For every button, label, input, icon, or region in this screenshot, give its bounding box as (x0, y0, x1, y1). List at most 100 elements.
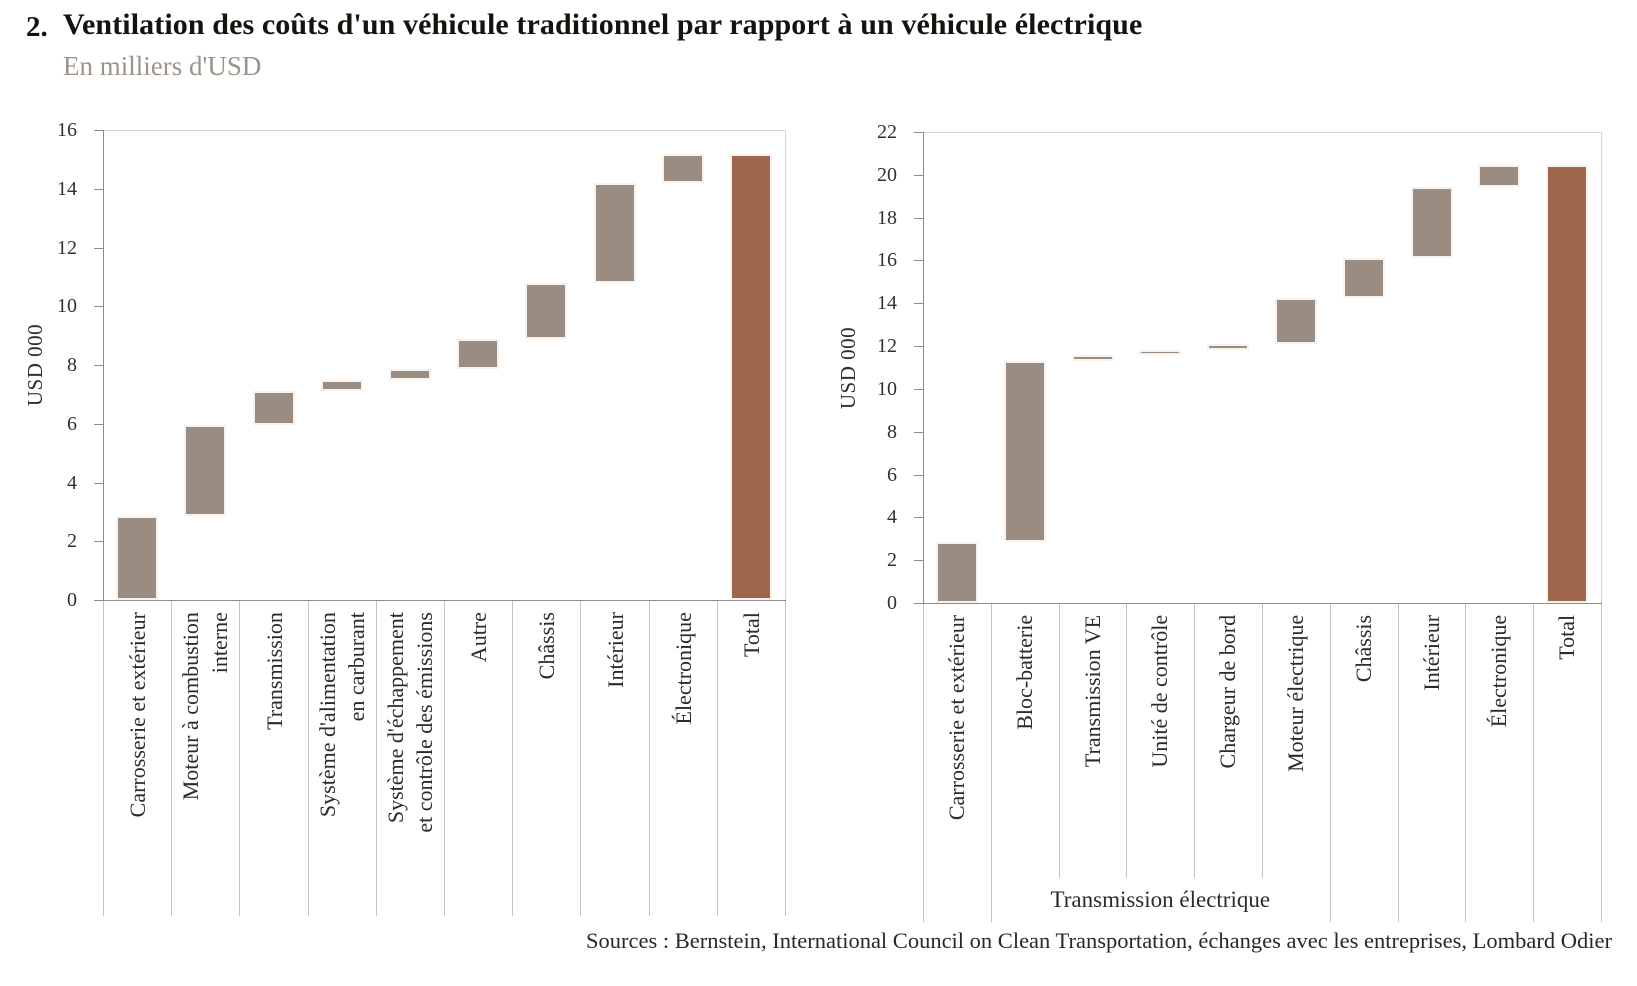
y-tick-mark (94, 600, 103, 601)
category-divider (1397, 604, 1399, 878)
y-tick-label: 4 (887, 506, 897, 529)
segment-bar-ice-8 (661, 153, 704, 183)
y-tick-label: 10 (877, 377, 897, 400)
y-tick-mark (94, 423, 103, 425)
category-divider (103, 601, 104, 916)
category-divider (444, 601, 445, 916)
category-label: Moteur électrique (1283, 614, 1309, 772)
y-tick-label: 4 (67, 471, 77, 494)
category-divider (1533, 604, 1535, 878)
y-tick-label: 8 (887, 420, 897, 443)
x-axis-line (103, 600, 786, 601)
y-tick-label: 14 (57, 177, 77, 200)
y-tick-label: 16 (877, 249, 897, 272)
segment-bar-ev-5 (1274, 297, 1317, 344)
category-label: Total (1554, 614, 1580, 660)
group-row-divider (1601, 878, 1602, 922)
y-tick-label: 22 (877, 121, 897, 143)
y-tick-mark (94, 130, 103, 131)
segment-bar-ev-0 (935, 541, 978, 603)
y-axis-line (923, 132, 924, 604)
figure-number: 2. (26, 11, 48, 43)
y-tick-mark (94, 365, 103, 366)
segment-bar-ev-8 (1478, 165, 1521, 187)
category-divider (1262, 604, 1263, 878)
segment-bar-ev-4 (1207, 343, 1250, 351)
category-divider (375, 601, 377, 916)
segment-bar-ev-2 (1071, 354, 1114, 362)
category-divider (1058, 604, 1060, 878)
y-tick-mark (914, 346, 923, 348)
y-axis-line (103, 130, 104, 601)
category-divider (307, 601, 309, 916)
plot-top-border (923, 132, 1601, 133)
category-label: Carrosserie et extérieur (944, 614, 970, 821)
y-tick-label: 0 (67, 589, 77, 611)
total-bar-ice-9 (729, 153, 772, 600)
category-divider (648, 601, 650, 916)
y-tick-mark (94, 247, 103, 249)
segment-bar-ice-1 (184, 425, 227, 517)
x-axis-line (923, 603, 1602, 604)
total-bar-ev-9 (1546, 165, 1589, 603)
category-group-label: Transmission électrique (1050, 887, 1271, 912)
y-tick-label: 2 (67, 530, 77, 553)
y-tick-mark (914, 560, 923, 562)
category-divider (785, 601, 786, 916)
y-tick-mark (94, 188, 103, 190)
y-tick-mark (914, 174, 923, 176)
y-tick-label: 8 (67, 354, 77, 376)
y-tick-label: 16 (57, 119, 77, 141)
y-tick-label: 12 (57, 236, 77, 259)
y-tick-label: 6 (887, 463, 897, 486)
category-divider (923, 604, 924, 878)
category-divider (716, 601, 718, 916)
category-divider (1194, 604, 1196, 878)
y-tick-label: 18 (877, 206, 897, 229)
y-tick-mark (914, 132, 923, 133)
category-divider (1601, 604, 1602, 878)
plot-top-border (103, 130, 785, 131)
y-tick-label: 0 (887, 592, 897, 614)
y-tick-mark (914, 517, 923, 519)
y-tick-mark (914, 474, 923, 476)
y-tick-label: 14 (877, 292, 897, 315)
figure-title: Ventilation des coûts d'un véhicule trad… (63, 8, 1143, 41)
y-tick-label: 12 (877, 335, 897, 358)
plot-right-border (785, 130, 786, 600)
category-label: Transmission VE (1079, 614, 1105, 768)
y-tick-mark (94, 306, 103, 308)
y-tick-label: 6 (67, 412, 77, 435)
figure-subtitle: En milliers d'USD (63, 51, 262, 81)
y-tick-mark (94, 541, 103, 543)
y-tick-label: 20 (877, 163, 897, 186)
y-tick-mark (914, 388, 923, 390)
group-row-divider (1397, 878, 1399, 922)
category-divider (1126, 604, 1128, 878)
category-label: Bloc-batterie (1012, 614, 1038, 730)
category-label: Électronique (1486, 614, 1512, 728)
segment-bar-ev-6 (1342, 258, 1385, 298)
group-row-divider (923, 878, 924, 922)
plot-right-border (1601, 132, 1602, 603)
category-divider (580, 601, 582, 916)
segment-bar-ice-0 (116, 516, 159, 600)
y-tick-label: 10 (57, 295, 77, 318)
category-label: Châssis (1351, 614, 1377, 683)
category-divider (512, 601, 514, 916)
segment-bar-ice-5 (457, 338, 500, 370)
segment-bar-ice-6 (525, 282, 568, 339)
category-label: Intérieur (1418, 614, 1444, 691)
group-row-divider (990, 878, 992, 922)
segment-bar-ev-3 (1139, 350, 1182, 355)
group-row-divider (1329, 878, 1331, 922)
segment-bar-ev-1 (1003, 361, 1046, 542)
category-divider (1329, 604, 1331, 878)
category-divider (171, 601, 173, 916)
group-row-divider (1465, 878, 1467, 922)
y-tick-mark (914, 260, 923, 262)
y-tick-label: 2 (887, 549, 897, 572)
